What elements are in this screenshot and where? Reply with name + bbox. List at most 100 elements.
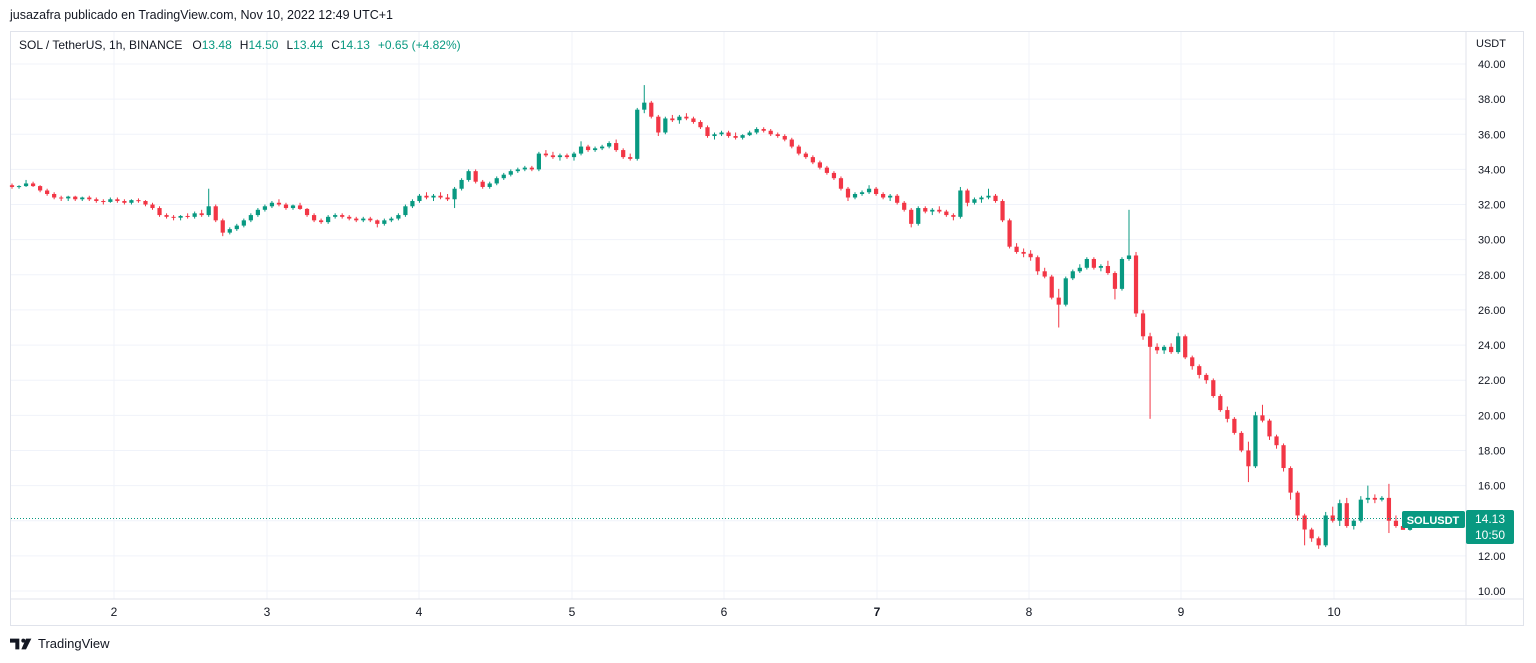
- chart-frame: [10, 31, 1524, 626]
- candle-body: [698, 121, 703, 128]
- candle-body: [347, 216, 352, 219]
- chart-legend[interactable]: SOL / TetherUS, 1h, BINANCE O 13.48 H 14.5…: [19, 38, 461, 52]
- candle-body: [740, 135, 745, 138]
- candle-body: [1091, 258, 1096, 268]
- candle-body: [417, 195, 422, 202]
- price-tick: 34.00: [1478, 164, 1506, 176]
- candle-body: [768, 130, 773, 135]
- symbol-title[interactable]: SOL / TetherUS, 1h, BINANCE: [19, 38, 183, 52]
- price-tick: 32.00: [1478, 200, 1506, 212]
- candle-body: [1239, 432, 1244, 451]
- candle-body: [1140, 313, 1146, 337]
- candle-body: [607, 143, 612, 147]
- candle-body: [550, 155, 556, 158]
- candle-body: [129, 200, 134, 203]
- candle-body: [1309, 529, 1314, 539]
- price-tick: 24.00: [1478, 340, 1506, 352]
- time-tick: 6: [721, 605, 728, 619]
- low-value: 13.44: [293, 38, 324, 52]
- candle-body: [1281, 445, 1286, 469]
- price-tick: 36.00: [1478, 129, 1506, 141]
- candle-body: [642, 102, 647, 110]
- footer-brand[interactable]: TradingView: [10, 636, 110, 651]
- chart-grid: [10, 32, 1524, 626]
- price-tick: 18.00: [1478, 445, 1506, 457]
- time-tick: 10: [1327, 605, 1341, 619]
- candle-body: [789, 139, 794, 147]
- symbol-tag: SOLUSDT: [1407, 515, 1460, 527]
- candle-body: [796, 146, 801, 154]
- close-value: 14.13: [339, 38, 370, 52]
- candle-body: [431, 195, 436, 198]
- candle-body: [972, 199, 977, 203]
- candle-body: [761, 128, 766, 131]
- candle-body: [1162, 346, 1167, 351]
- candle-body: [487, 183, 492, 187]
- candle-body: [1344, 503, 1349, 527]
- price-tick: 10.00: [1478, 586, 1506, 598]
- candle-body: [1393, 520, 1399, 527]
- candle-body: [1147, 336, 1153, 347]
- candle-body: [318, 220, 324, 223]
- candle-body: [1323, 515, 1328, 546]
- candle-body: [30, 183, 36, 187]
- candle-body: [150, 204, 155, 209]
- time-axis: 2 3 4 5 6 7 8 9 10: [111, 605, 1341, 619]
- candle-body: [557, 155, 563, 158]
- candle-body: [192, 213, 197, 217]
- candle-body: [1295, 492, 1300, 516]
- candle-body: [1028, 253, 1033, 258]
- candle-body: [986, 195, 991, 198]
- candle-body: [185, 215, 190, 217]
- candle-body: [1133, 255, 1139, 314]
- candle-body: [213, 206, 218, 221]
- candle-body: [909, 209, 914, 224]
- candle-body: [1154, 346, 1160, 351]
- low-key: L: [286, 38, 294, 52]
- candle-body: [775, 134, 780, 137]
- candle-body: [354, 218, 359, 221]
- candle-body: [529, 167, 534, 170]
- candle-body: [1253, 415, 1258, 467]
- candle-body: [1169, 346, 1174, 353]
- candle-body: [1105, 266, 1111, 274]
- candle-body: [930, 209, 935, 212]
- candle-body: [705, 127, 710, 137]
- candle-body: [1260, 415, 1265, 421]
- time-tick: 8: [1026, 605, 1033, 619]
- candle-body: [1218, 396, 1223, 411]
- candle-body: [326, 216, 331, 223]
- candle-body: [220, 220, 225, 233]
- candle-body: [248, 215, 253, 221]
- candle-body: [1007, 220, 1012, 247]
- candle-body: [1316, 538, 1321, 546]
- candle-body: [1211, 380, 1216, 397]
- candle-body: [1232, 418, 1237, 433]
- candle-body: [410, 201, 415, 207]
- candle-body: [276, 202, 282, 205]
- candle-body: [494, 178, 499, 184]
- last-price-label: SOLUSDT 14.13 10:50: [1402, 510, 1514, 544]
- candle-body: [684, 116, 689, 119]
- time-tick: 5: [569, 605, 576, 619]
- candle-body: [923, 208, 928, 212]
- candle-body: [712, 134, 717, 137]
- candle-body: [1056, 297, 1061, 305]
- candle-body: [719, 132, 724, 135]
- candle-body: [424, 195, 429, 198]
- candle-body: [1070, 271, 1075, 279]
- tradingview-logo-icon: [10, 638, 32, 649]
- candle-body: [178, 215, 183, 218]
- candle-body: [965, 190, 970, 203]
- candle-body: [838, 178, 844, 189]
- high-key: H: [239, 38, 249, 52]
- candle-body: [199, 213, 204, 216]
- candle-body: [473, 171, 478, 182]
- candle-body: [592, 148, 598, 151]
- candle-body: [1119, 258, 1125, 289]
- candle-body: [227, 229, 232, 233]
- candle-body: [1267, 420, 1272, 437]
- candle-body: [389, 218, 394, 221]
- candle-body: [1042, 271, 1047, 277]
